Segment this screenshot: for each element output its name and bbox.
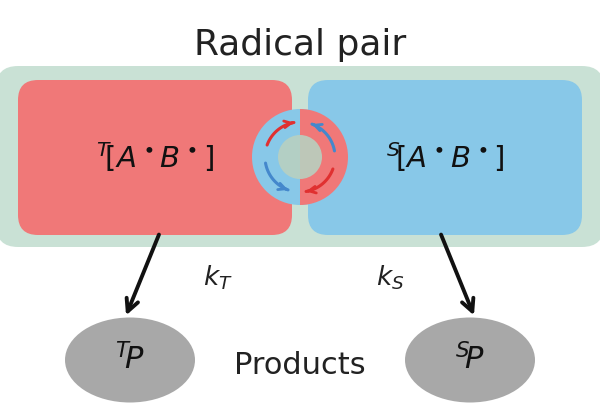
Circle shape	[278, 135, 322, 179]
Ellipse shape	[65, 317, 195, 403]
Text: $^S\![A^\bullet B^\bullet]$: $^S\![A^\bullet B^\bullet]$	[386, 140, 504, 174]
Text: Radical pair: Radical pair	[194, 28, 406, 62]
Text: $k_T$: $k_T$	[203, 264, 233, 292]
Circle shape	[252, 109, 348, 205]
Text: $^T\![A^\bullet B^\bullet]$: $^T\![A^\bullet B^\bullet]$	[96, 140, 214, 174]
Ellipse shape	[405, 317, 535, 403]
FancyBboxPatch shape	[308, 80, 582, 235]
Text: $k_S$: $k_S$	[376, 264, 404, 292]
Wedge shape	[300, 109, 348, 205]
Text: Products: Products	[234, 350, 366, 379]
FancyBboxPatch shape	[18, 80, 292, 235]
FancyBboxPatch shape	[0, 66, 600, 247]
Text: $^S\!P$: $^S\!P$	[455, 344, 485, 376]
Text: $^T\!P$: $^T\!P$	[115, 344, 145, 376]
